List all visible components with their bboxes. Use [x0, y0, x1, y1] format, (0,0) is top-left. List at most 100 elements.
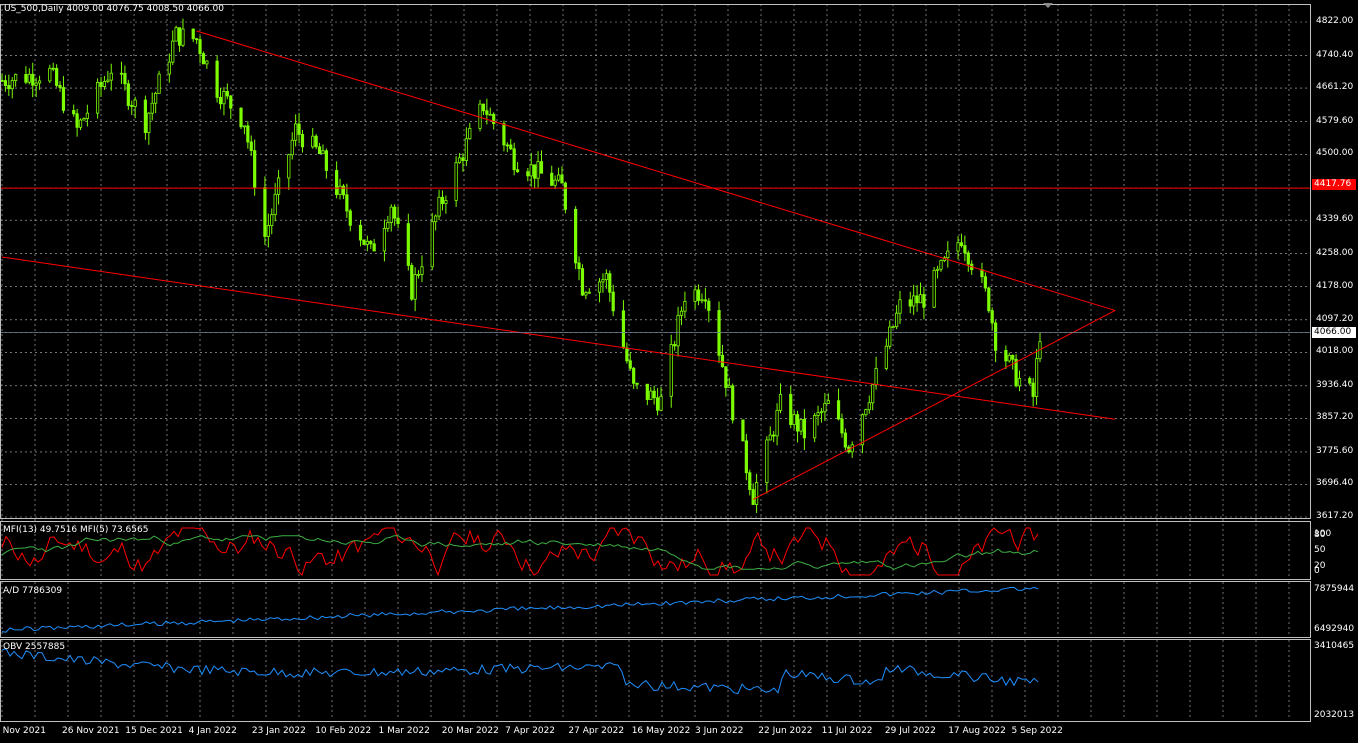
candle-body [335, 170, 339, 195]
candle-body [874, 368, 878, 386]
panel-frame [0, 639, 1311, 722]
candle-body [198, 39, 202, 54]
date-tick-label: 4 Jan 2022 [188, 726, 237, 736]
candle-body [416, 273, 421, 276]
ad-line [1, 586, 1039, 633]
candle-body [512, 148, 516, 171]
candle-body [461, 157, 465, 161]
candle-body [157, 73, 161, 94]
candle-body [553, 179, 557, 186]
trendlines[interactable] [0, 30, 1310, 500]
candle-body [290, 139, 294, 156]
candle-body [266, 225, 270, 237]
chart-grid [0, 4, 1310, 720]
candle-body [181, 28, 185, 46]
candle-body [601, 279, 605, 283]
candle-body [413, 274, 417, 300]
date-tick-label: 20 Mar 2022 [441, 726, 499, 736]
candle-body [676, 314, 680, 347]
candle-body [321, 150, 325, 155]
candle-body [485, 110, 489, 115]
candle-body [693, 289, 697, 302]
candle-body [457, 157, 462, 164]
candle-body [1004, 350, 1008, 362]
candle-body [826, 400, 830, 404]
date-tick-label: 11 Jul 2022 [821, 726, 873, 736]
candle-body [369, 240, 373, 245]
candle-body [123, 73, 127, 85]
candle-body [574, 208, 578, 264]
candle-body [96, 81, 100, 114]
candle-body [731, 385, 735, 421]
candle-body [1011, 354, 1015, 360]
candle-body [58, 85, 62, 88]
candle-body [225, 90, 229, 97]
indicator-panels [1, 527, 1039, 695]
price-tick-label: 4740.40 [1316, 49, 1354, 60]
candle-body [908, 299, 912, 307]
date-tick-label: 1 Mar 2022 [378, 726, 430, 736]
candle-body [987, 287, 991, 312]
candle-body [150, 102, 154, 114]
scroll-marker-icon[interactable] [1043, 3, 1053, 8]
candle-body [263, 187, 267, 237]
candle-body [819, 411, 824, 414]
price-tick-label: 3775.60 [1316, 445, 1354, 456]
candle-body [703, 299, 707, 302]
candle-body [994, 322, 998, 351]
candle-body [492, 113, 496, 125]
mfi-fast-line [1, 527, 1039, 577]
panel-frame [0, 581, 1311, 638]
candle-body [765, 439, 769, 483]
candle-body [560, 174, 564, 184]
candle-body [410, 265, 414, 300]
candle-body [205, 60, 209, 65]
candle-body [707, 300, 711, 311]
candle-body [597, 281, 602, 293]
candle-body [915, 295, 919, 304]
candle-body [980, 269, 984, 278]
candle-body [888, 326, 892, 347]
candle-body [345, 194, 349, 212]
price-candles[interactable] [0, 18, 1042, 514]
candle-body [696, 289, 701, 301]
candle-body [526, 171, 530, 177]
candle-body [628, 360, 632, 369]
candle-body [946, 250, 950, 259]
candle-body [229, 95, 233, 109]
candle-body [406, 223, 410, 266]
candle-body [7, 85, 11, 90]
candle-body [218, 96, 223, 105]
candle-body [396, 217, 400, 225]
candle-body [75, 113, 79, 128]
candle-body [577, 262, 581, 269]
candle-body [836, 400, 841, 420]
candle-body [604, 273, 608, 281]
candle-body [82, 118, 86, 121]
candle-body [778, 393, 783, 411]
candle-body [556, 174, 561, 181]
candle-body [444, 200, 448, 204]
price-tick-label: 4579.60 [1316, 115, 1354, 126]
candle-body [922, 294, 926, 308]
date-tick-label: 5 Sep 2022 [1011, 726, 1063, 736]
price-tick-label: 4500.00 [1316, 148, 1354, 159]
candle-body [317, 146, 322, 155]
candle-body [324, 150, 328, 171]
candle-body [358, 224, 363, 241]
candle-body [481, 103, 486, 112]
candle-body [632, 367, 636, 384]
candle-body [959, 242, 964, 247]
candle-body [201, 53, 206, 65]
candle-body [683, 301, 687, 312]
candle-body [10, 80, 14, 90]
price-tick-label: 4258.00 [1316, 247, 1354, 258]
candle-body [939, 260, 943, 270]
date-tick-label: 22 Jun 2022 [758, 726, 813, 736]
candle-body [502, 123, 506, 146]
mfi-slow-line [1, 535, 1039, 570]
price-tick-label: 4097.20 [1316, 313, 1354, 324]
mfi-label: MFI(13) 49.7516 MFI(5) 73.6565 [3, 525, 149, 535]
obv_panel-tick-label: 2032013 [1314, 710, 1355, 720]
